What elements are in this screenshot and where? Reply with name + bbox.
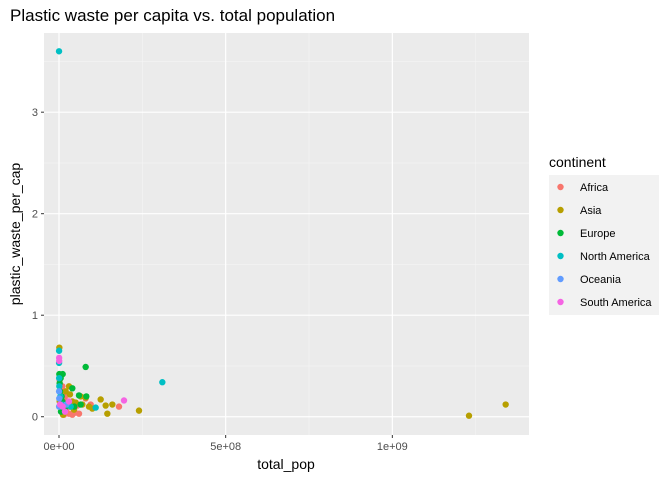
data-point	[56, 395, 63, 402]
data-point	[502, 401, 509, 408]
legend-marker	[557, 275, 564, 283]
chart-title: Plastic waste per capita vs. total popul…	[10, 6, 335, 25]
data-points	[55, 48, 509, 419]
legend-marker	[557, 252, 564, 260]
data-point	[55, 347, 63, 354]
legend-label: South America	[580, 297, 652, 309]
data-point	[55, 374, 63, 382]
y-tick-label: 0	[32, 412, 38, 424]
data-point	[56, 357, 63, 365]
data-point	[77, 401, 84, 408]
legend-label: Oceania	[580, 274, 622, 286]
major-grid	[44, 33, 529, 435]
minor-grid	[44, 33, 529, 435]
x-axis-title: total_pop	[257, 456, 315, 472]
data-point	[115, 403, 123, 410]
data-point	[120, 397, 128, 404]
data-point	[92, 404, 99, 411]
legend-label: Europe	[580, 228, 615, 240]
data-point	[159, 379, 166, 386]
data-point	[465, 412, 473, 419]
data-point	[83, 393, 90, 400]
data-point	[55, 388, 63, 395]
y-tick-label: 3	[32, 107, 38, 119]
plot-panel	[44, 33, 529, 435]
x-tick-label: 5e+08	[210, 441, 241, 453]
data-point	[59, 403, 66, 410]
data-point	[61, 408, 69, 415]
legend-label: Africa	[580, 182, 609, 194]
data-point	[75, 392, 83, 399]
y-tick-label: 1	[32, 310, 38, 322]
data-point	[102, 402, 109, 409]
legend-title: continent	[549, 154, 606, 170]
legend-label: Asia	[580, 205, 602, 217]
data-point	[135, 407, 143, 414]
legend-marker	[557, 298, 564, 306]
legend-label: North America	[580, 251, 651, 263]
data-point	[66, 391, 74, 398]
data-point	[69, 385, 76, 392]
y-axis-title: plastic_waste_per_cap	[7, 163, 23, 306]
x-tick-label: 1e+09	[377, 441, 408, 453]
data-point	[109, 401, 116, 408]
legend: continent Africa Asia Europe North America O…	[549, 154, 659, 315]
legend-marker	[557, 229, 564, 237]
legend-marker	[557, 183, 564, 191]
data-point	[97, 396, 104, 403]
x-axis: 0e+00 5e+08 1e+09	[44, 435, 408, 453]
y-tick-label: 2	[32, 209, 38, 221]
data-point	[56, 383, 63, 390]
legend-marker	[557, 206, 564, 214]
data-point	[65, 398, 73, 405]
x-tick-label: 0e+00	[44, 441, 75, 453]
data-point	[104, 410, 111, 417]
data-point	[55, 48, 63, 55]
y-axis: 0 1 2 3	[32, 107, 44, 424]
data-point	[82, 363, 89, 371]
